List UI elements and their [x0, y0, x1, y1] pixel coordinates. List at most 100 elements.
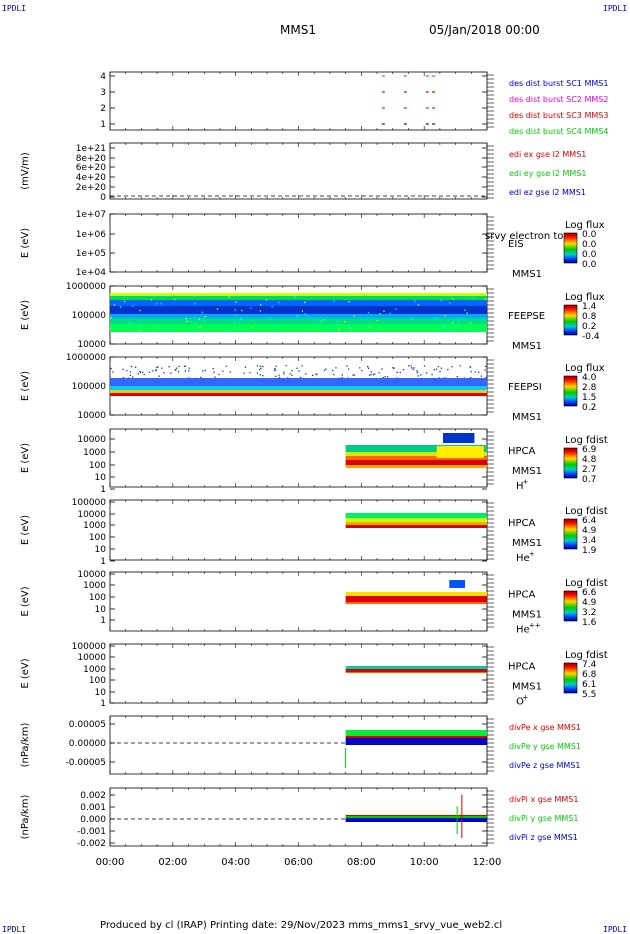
feeps-speckle — [411, 367, 413, 369]
feeps-speckle — [138, 322, 140, 324]
feeps-speckle — [296, 315, 298, 317]
feeps-speckle — [273, 369, 276, 371]
feeps-speckle — [204, 315, 206, 318]
feeps-speckle — [348, 300, 350, 303]
spacecraft-label: MMS1 — [512, 466, 542, 477]
feeps-speckle — [383, 310, 385, 312]
panel-frame-hpca-o — [109, 643, 488, 704]
feeps-speckle — [262, 365, 264, 368]
feeps-speckle — [316, 373, 318, 376]
feeps-speckle — [235, 301, 237, 303]
divp-band — [345, 816, 487, 818]
feeps-speckle — [234, 309, 236, 311]
colorbar-tick-label: 6.8 — [582, 670, 597, 680]
colorbar-tick-label: 6.4 — [582, 516, 597, 526]
hpca-band — [345, 669, 487, 672]
feeps-speckle — [216, 308, 219, 310]
legend-entry: edi ez gse l2 MMS1 — [509, 188, 586, 197]
feeps-speckle — [176, 367, 178, 369]
feeps-speckle — [170, 372, 172, 374]
feeps-speckle — [456, 376, 458, 378]
feeps-speckle — [435, 368, 438, 370]
feeps-speckle — [382, 377, 385, 379]
feeps-speckle — [344, 320, 346, 323]
colorbar-tick-label: 2.7 — [582, 465, 596, 475]
feeps-speckle — [469, 322, 471, 324]
feeps-speckle — [423, 365, 426, 367]
y-axis-label: E (eV) — [20, 586, 31, 616]
feeps-band — [110, 378, 487, 386]
y-tick-label: 0.000 — [80, 815, 106, 825]
feeps-speckle — [244, 366, 247, 368]
feeps-speckle — [348, 368, 350, 370]
y-tick-label: -0.001 — [77, 827, 106, 837]
y-tick-label: 1 — [100, 120, 106, 130]
feeps-band — [110, 296, 487, 300]
y-tick-label: 0.00005 — [69, 720, 106, 730]
feeps-band — [110, 393, 487, 396]
colorbar-tick-label: 6.6 — [582, 588, 597, 598]
feeps-speckle — [396, 371, 398, 373]
feeps-speckle — [296, 367, 298, 369]
divp-band — [345, 730, 487, 740]
feeps-speckle — [417, 375, 419, 377]
feeps-speckle — [184, 370, 186, 372]
feeps-speckle — [227, 329, 229, 332]
feeps-speckle — [367, 311, 370, 314]
feeps-speckle — [338, 328, 340, 330]
species-label: He — [516, 625, 530, 636]
colorbar-tick-label: 4.9 — [582, 526, 597, 536]
feeps-speckle — [440, 367, 443, 369]
feeps-speckle — [396, 377, 398, 379]
feeps-speckle — [478, 371, 480, 373]
y-axis-label: E (eV) — [20, 300, 31, 330]
colorbar-tick-label: 0.0 — [582, 260, 597, 270]
corner-label-bottom-right: IPDLI — [603, 925, 628, 934]
footer-text: Produced by cl (IRAP) Printing date: 29/… — [100, 920, 503, 931]
y-tick-label: 10 — [95, 545, 107, 555]
feeps-speckle — [212, 368, 214, 370]
colorbar-tick-label: 0.7 — [582, 475, 596, 485]
feeps-speckle — [392, 366, 394, 369]
instrument-label: FEEPSE — [508, 311, 545, 322]
y-tick-label: 100000 — [72, 642, 107, 652]
feeps-speckle — [379, 312, 381, 315]
x-tick-label: 00:00 — [96, 857, 125, 868]
feeps-speckle — [198, 318, 201, 320]
feeps-speckle — [480, 375, 482, 377]
y-axis-label: (nPa/km) — [20, 795, 31, 840]
feeps-speckle — [139, 329, 141, 332]
legend-entry: divPe z gse MMS1 — [509, 761, 580, 770]
colorbar-tick-label: 7.4 — [582, 660, 597, 670]
colorbar — [563, 304, 578, 336]
y-tick-label: 10000 — [77, 340, 106, 350]
feeps-speckle — [129, 322, 131, 324]
feeps-speckle — [416, 370, 418, 372]
feeps-speckle — [300, 376, 302, 379]
feeps-speckle — [323, 369, 326, 372]
feeps-speckle — [474, 371, 476, 373]
feeps-speckle — [399, 372, 401, 374]
x-tick-label: 10:00 — [410, 857, 439, 868]
y-axis-label: (nPa/km) — [20, 723, 31, 768]
feeps-speckle — [455, 326, 457, 329]
y-tick-label: 0.001 — [80, 803, 106, 813]
spacecraft-label: MMS1 — [512, 341, 542, 352]
feeps-speckle — [433, 369, 435, 371]
feeps-band — [110, 390, 487, 393]
x-tick-label: 08:00 — [347, 857, 376, 868]
y-tick-label: 1000000 — [66, 353, 106, 363]
feeps-speckle — [306, 315, 308, 317]
legend-entry: divPi z gse MMS1 — [509, 833, 578, 842]
feeps-speckle — [199, 325, 201, 328]
hpca-band — [345, 460, 487, 465]
feeps-speckle — [325, 368, 327, 370]
feeps-speckle — [444, 314, 446, 317]
y-tick-label: -0.00005 — [66, 758, 106, 768]
hpca-band — [345, 522, 487, 525]
corner-label-bottom-left: IPDLI — [2, 925, 27, 934]
spacecraft-label: MMS1 — [512, 538, 542, 549]
panel-frame-edi-e-gse — [109, 142, 488, 200]
divp-band — [345, 738, 487, 745]
colorbar-tick-label: 1.6 — [582, 618, 597, 628]
